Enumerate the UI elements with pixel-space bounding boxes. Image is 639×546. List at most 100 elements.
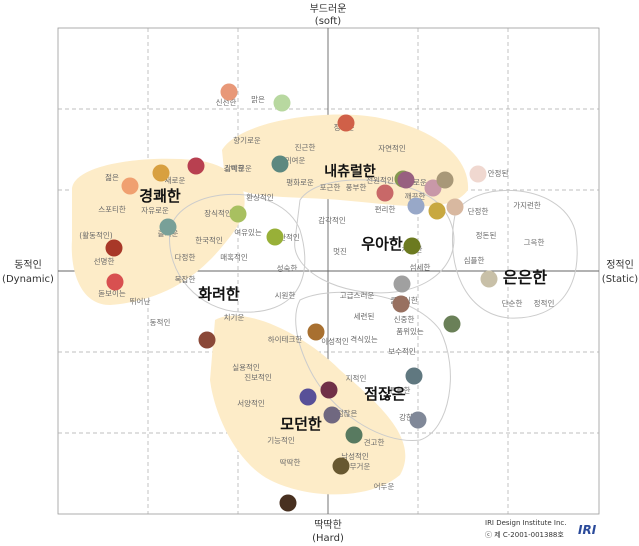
cluster-shape-gyeongkwae — [71, 158, 245, 305]
color-swatch — [279, 494, 297, 512]
color-swatch — [271, 155, 289, 173]
group-label: 화려한 — [198, 285, 240, 303]
adjective-word: 복잡한 — [175, 274, 196, 284]
cluster-shape-uaha — [294, 179, 455, 294]
adjective-word: 튼튼한 — [390, 386, 411, 395]
adjective-word: 품위있는 — [396, 327, 424, 336]
axis-bottom-label: 딱딱한 — [314, 519, 342, 531]
adjective-word: 멋진 — [333, 246, 347, 256]
adjective-word: 강한 — [399, 412, 413, 422]
adjective-words: 신선한맑은향기로운진근한정다운자연적인감미로운귀여운평화로운포근한풍부한전원적인… — [79, 95, 554, 491]
group-label: 우아한 — [361, 235, 403, 253]
color-swatch — [266, 228, 284, 246]
color-swatch — [198, 331, 216, 349]
adjective-word: 동적인 — [150, 317, 171, 327]
adjective-word: 전원적인 — [366, 175, 394, 185]
adjective-word: 새로운 — [165, 176, 186, 185]
adjective-word: 어두운 — [374, 481, 395, 491]
color-swatch — [121, 177, 139, 195]
adjective-word: 깨끗한 — [405, 191, 426, 201]
color-swatch — [393, 275, 411, 293]
adjective-word: 귀여운 — [285, 155, 306, 165]
adjective-word: 실용적인 — [232, 362, 260, 372]
cluster-shape-jeomjan — [295, 291, 451, 441]
color-swatch — [323, 406, 341, 424]
color-swatch — [436, 171, 454, 189]
adjective-word: 향기로운 — [233, 136, 261, 145]
color-swatch — [446, 198, 464, 216]
adjective-word: 젊은 — [105, 173, 119, 182]
adjective-word: 기능적인 — [267, 435, 295, 445]
adjective-word: 진근한 — [295, 142, 316, 152]
adjective-word: 다정한 — [175, 252, 196, 262]
adjective-word: 하이테크한 — [268, 334, 303, 344]
adjective-word: 치기운 — [224, 313, 245, 322]
adjective-word: 풍부한 — [346, 183, 367, 192]
color-swatch — [405, 367, 423, 385]
adjective-word: 스포티한 — [98, 205, 126, 214]
adjective-word: 낭만적인 — [272, 232, 300, 242]
adjective-word: 포근한 — [320, 183, 341, 192]
adjective-word: 한국적인 — [195, 235, 223, 245]
adjective-word: 심플한 — [464, 255, 485, 265]
color-swatch — [307, 323, 325, 341]
color-swatch — [403, 237, 421, 255]
adjective-word: 평화로운 — [286, 177, 314, 187]
adjective-word: 단순한 — [502, 298, 523, 308]
color-swatch — [337, 114, 355, 132]
adjective-word: 감미로운 — [224, 163, 252, 173]
color-swatch — [106, 273, 124, 291]
credit-line-2: ⓒ 제 C-2001-001388호 — [485, 531, 564, 539]
group-label: 내츄럴한 — [324, 164, 376, 180]
adjective-word: 자연적인 — [378, 143, 406, 153]
color-swatch — [407, 197, 425, 215]
adjective-word: 선명한 — [94, 256, 115, 266]
adjective-word: 돋보이는 — [98, 288, 126, 298]
axis-right-label: 정적인 — [606, 259, 634, 271]
adjective-word: 서양적인 — [237, 398, 265, 408]
adjective-word: 단정한 — [468, 206, 489, 216]
color-swatch — [229, 205, 247, 223]
color-swatch — [220, 83, 238, 101]
axis-right-sub: (Static) — [602, 274, 638, 285]
adjective-word: 성숙한 — [277, 264, 298, 273]
adjective-word: 신중한 — [394, 315, 415, 324]
color-swatch — [299, 388, 317, 406]
adjective-word: 점잖은 — [337, 408, 358, 418]
adjective-word: 뛰어난 — [130, 296, 151, 306]
color-swatch — [152, 164, 170, 182]
color-swatch — [392, 295, 410, 313]
adjective-word: 신선한 — [216, 98, 237, 107]
adjective-word: 가지런한 — [513, 200, 541, 210]
adjective-word: 매혹적인 — [220, 252, 248, 262]
adjective-word: 정돈된 — [476, 230, 497, 240]
adjective-word: 시원한 — [275, 291, 296, 300]
adjective-word: 편리한 — [375, 204, 396, 214]
adjective-word: 세련된 — [354, 311, 375, 321]
color-swatch — [443, 315, 461, 333]
color-swatch — [105, 239, 123, 257]
color-swatch — [376, 184, 394, 202]
adjective-word: 자유로운 — [141, 206, 169, 215]
iri-logo: IRI — [578, 523, 597, 537]
adjective-word: 소박한 — [224, 163, 245, 173]
adjective-word: 장식적인 — [204, 208, 232, 218]
color-swatch — [320, 381, 338, 399]
adjective-word: 섬세한 — [410, 262, 431, 272]
adjective-word: 환상적인 — [246, 192, 274, 202]
color-swatch — [159, 218, 177, 236]
color-swatch — [424, 179, 442, 197]
axis-top-sub: (soft) — [315, 16, 341, 27]
color-swatch — [397, 171, 415, 189]
adjective-word: 진보적인 — [244, 372, 272, 382]
adjective-word: 감각적인 — [318, 215, 346, 225]
group-label: 모던한 — [280, 415, 322, 433]
adjective-word: 딱딱한 — [280, 457, 301, 467]
adjective-word: 보수적인 — [388, 346, 416, 356]
color-swatch — [332, 457, 350, 475]
adjective-word: 정적인 — [534, 298, 555, 308]
adjective-word: 무거운 — [350, 462, 371, 471]
color-swatches — [105, 83, 498, 512]
